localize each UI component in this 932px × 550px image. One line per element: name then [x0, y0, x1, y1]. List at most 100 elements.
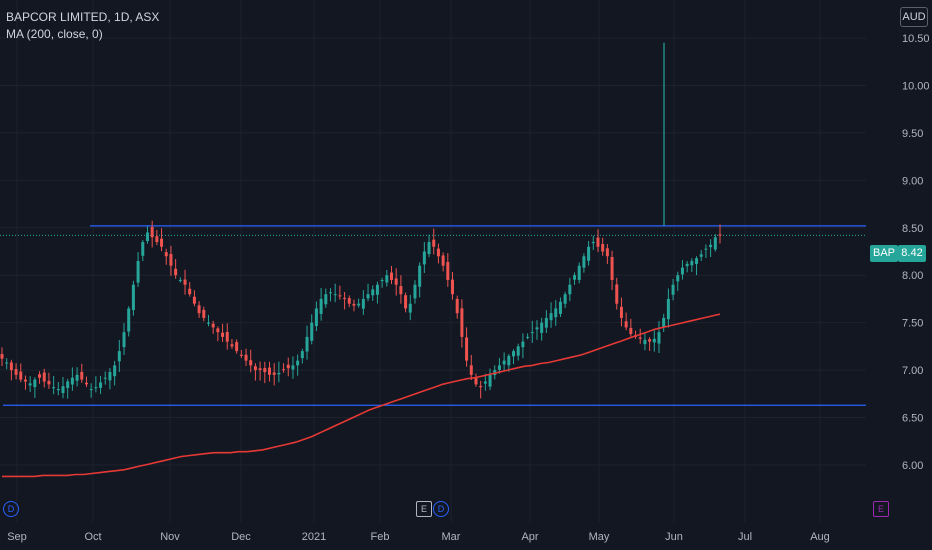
- candle-body: [235, 342, 239, 352]
- candle-body: [286, 364, 290, 369]
- x-tick-label: Aug: [810, 531, 830, 543]
- symbol-title[interactable]: BAPCOR LIMITED, 1D, ASX: [6, 10, 160, 24]
- candle-body: [591, 242, 595, 244]
- candle-body: [14, 369, 18, 375]
- candle-body: [225, 332, 229, 342]
- x-tick-label: Oct: [84, 531, 101, 543]
- candle-body: [451, 279, 455, 295]
- candle-body: [0, 353, 4, 359]
- candle-body: [178, 279, 182, 281]
- candle-body: [610, 257, 614, 280]
- candle-body: [258, 368, 262, 371]
- candle-body: [427, 242, 431, 255]
- candle-body: [113, 365, 117, 377]
- indicator-label[interactable]: MA (200, close, 0): [6, 27, 103, 41]
- x-tick-label: 2021: [302, 531, 326, 543]
- candle-body: [488, 374, 492, 387]
- candle-body: [155, 236, 159, 243]
- candle-body: [338, 295, 342, 297]
- candle-body: [676, 275, 680, 282]
- candle-body: [544, 317, 548, 328]
- candle-body: [9, 362, 13, 371]
- candle-body: [150, 226, 154, 238]
- candle-body: [328, 292, 332, 294]
- candle-body: [680, 267, 684, 275]
- candle-body: [465, 337, 469, 361]
- candle-body: [70, 377, 74, 385]
- x-tick-label: Dec: [231, 531, 251, 543]
- candle-body: [582, 256, 586, 268]
- candle-body: [652, 338, 656, 343]
- candle-body: [563, 294, 567, 304]
- candle-body: [80, 371, 84, 380]
- candle-body: [615, 284, 619, 304]
- candle-body: [89, 389, 93, 391]
- currency-button[interactable]: AUD: [900, 7, 928, 27]
- candle-body: [253, 366, 257, 371]
- candle-body: [244, 354, 248, 361]
- candle-body: [174, 268, 178, 276]
- candle-body: [540, 322, 544, 333]
- candle-body: [99, 382, 103, 388]
- candle-body: [19, 371, 23, 380]
- candle-body: [28, 383, 32, 386]
- candle-body: [211, 323, 215, 328]
- dividend-marker-icon[interactable]: D: [433, 501, 449, 517]
- candle-body: [535, 327, 539, 330]
- candle-body: [84, 382, 88, 385]
- candle-body: [390, 272, 394, 280]
- time-axis[interactable]: Sep Oct Nov Dec 2021 Feb Mar Apr May Jun Jul Aug: [7, 531, 830, 543]
- candle-body: [558, 301, 562, 314]
- candle-body: [239, 354, 243, 356]
- candle-body: [33, 379, 37, 388]
- candle-body: [192, 296, 196, 304]
- candle-body: [145, 232, 149, 242]
- candle-body: [404, 295, 408, 309]
- candle-body: [713, 237, 717, 250]
- candle-body: [521, 341, 525, 348]
- y-tick-label: 6.00: [902, 460, 923, 472]
- x-tick-label: Jul: [738, 531, 752, 543]
- candle-body: [479, 386, 483, 388]
- candle-body: [343, 297, 347, 299]
- earnings-marker-icon[interactable]: E: [416, 501, 432, 517]
- candle-body: [314, 308, 318, 327]
- y-tick-label: 7.00: [902, 365, 923, 377]
- candle-body: [408, 303, 412, 313]
- x-tick-label: May: [589, 531, 610, 543]
- candle-body: [366, 294, 370, 299]
- candle-body: [624, 321, 628, 328]
- earnings-marker-icon[interactable]: E: [873, 501, 889, 517]
- candle-body: [141, 242, 145, 256]
- y-tick-label: 8.50: [902, 223, 923, 235]
- candle-body: [422, 251, 426, 265]
- x-tick-label: Nov: [160, 531, 180, 543]
- x-tick-label: Feb: [371, 531, 390, 543]
- candle-body: [300, 351, 304, 359]
- candle-body: [718, 234, 722, 236]
- candle-body: [530, 332, 534, 334]
- x-tick-label: Mar: [442, 531, 461, 543]
- candle-body: [249, 360, 253, 366]
- candle-body: [638, 337, 642, 339]
- candle-body: [699, 254, 703, 257]
- candle-body: [127, 308, 131, 332]
- candle-body: [695, 258, 699, 264]
- candle-body: [216, 328, 220, 333]
- price-axis[interactable]: 6.00 6.50 7.00 7.50 8.00 8.50 9.00 9.50 10.00 10.…: [902, 33, 930, 472]
- candle-body: [413, 284, 417, 299]
- x-tick-label: Apr: [521, 531, 538, 543]
- candle-body: [526, 336, 530, 338]
- candle-body: [690, 260, 694, 266]
- y-tick-label: 10.50: [902, 33, 930, 45]
- candle-body: [333, 294, 337, 296]
- horizontal-levels[interactable]: [0, 225, 866, 406]
- candle-body: [394, 278, 398, 285]
- price-badge-value: 8.42: [898, 245, 926, 262]
- candle-body: [75, 374, 79, 381]
- candle-body: [474, 377, 478, 385]
- candle-body: [601, 244, 605, 252]
- dividend-marker-icon[interactable]: D: [3, 501, 19, 517]
- candle-body: [202, 309, 206, 318]
